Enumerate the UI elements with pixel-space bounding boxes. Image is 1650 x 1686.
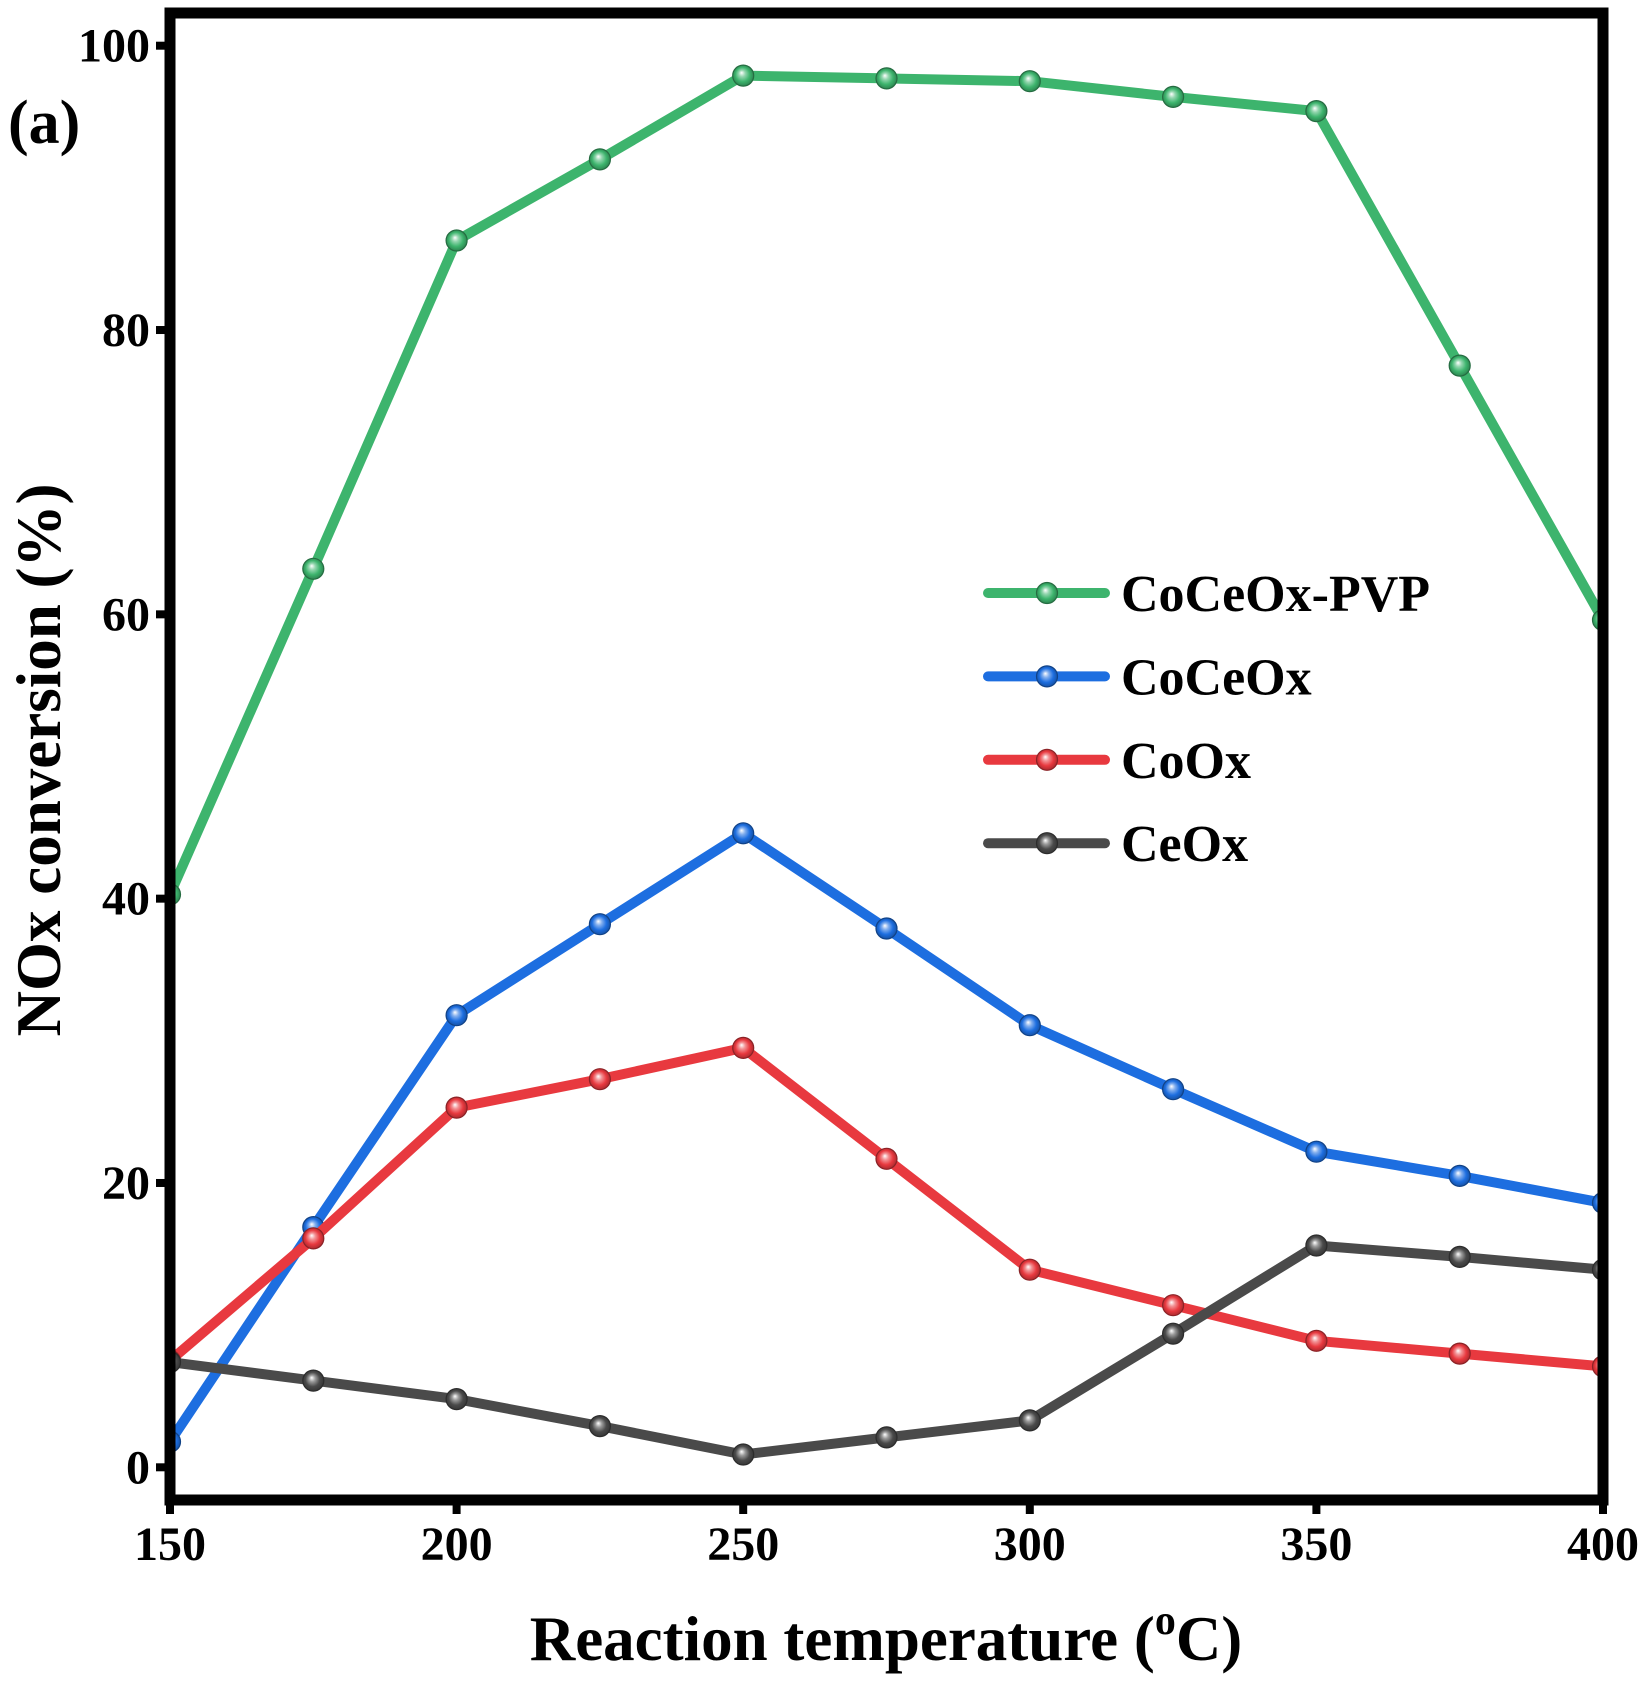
coceox-data-point xyxy=(445,1004,468,1027)
series-line-coox xyxy=(170,1042,1603,1372)
plot-area xyxy=(170,64,1603,1466)
ceox-data-point xyxy=(445,1387,468,1411)
legend-label-coox: CoOx xyxy=(1121,733,1251,790)
legend-marker-coceox-pvp xyxy=(1035,581,1059,605)
x-axis-title-main: Reaction temperature ( xyxy=(530,1604,1155,1674)
x-axis-title-unit: C) xyxy=(1176,1604,1242,1674)
legend-label-coceox: CoCeOx xyxy=(1121,649,1312,706)
y-tick-label: 20 xyxy=(102,1157,150,1210)
legend-marker-coceox xyxy=(1035,665,1059,688)
coceox-data-point xyxy=(1448,1164,1471,1188)
ceox-data-point xyxy=(302,1369,325,1392)
coox-data-point xyxy=(445,1096,468,1119)
coox-data-point xyxy=(732,1036,755,1060)
coceox-pvp-data-point xyxy=(1018,70,1041,93)
coceox-data-point xyxy=(1018,1014,1041,1037)
coceox-data-point xyxy=(1161,1078,1185,1101)
series-coceox xyxy=(170,822,1603,1453)
legend-item-coox: CoOx xyxy=(983,733,1251,790)
coceox-pvp-data-point xyxy=(875,67,898,90)
y-tick-label: 80 xyxy=(102,304,150,357)
ceox-data-point xyxy=(1161,1322,1185,1345)
coceox-pvp-data-point xyxy=(1161,85,1185,109)
x-axis-title-degree-superscript: o xyxy=(1155,1598,1176,1644)
y-tick-label: 100 xyxy=(78,20,150,73)
coceox-data-point xyxy=(875,917,898,940)
y-tick-label: 0 xyxy=(126,1441,150,1494)
coox-data-point xyxy=(1018,1258,1041,1281)
y-tick-label: 40 xyxy=(102,873,150,926)
coox-data-point xyxy=(588,1068,612,1091)
coox-data-point xyxy=(875,1147,898,1170)
ceox-data-point xyxy=(1305,1234,1328,1257)
ceox-data-point xyxy=(588,1414,612,1438)
coox-data-point xyxy=(1305,1329,1328,1352)
series-coceox-pvp xyxy=(170,64,1603,906)
x-tick-label: 200 xyxy=(421,1518,493,1571)
x-tick-label: 150 xyxy=(134,1518,206,1571)
y-axis-title: NOx conversion (%) xyxy=(4,484,74,1037)
legend-item-ceox: CeOx xyxy=(983,816,1248,873)
panel-label: (a) xyxy=(8,89,80,157)
coceox-data-point xyxy=(1305,1140,1328,1163)
legend-marker-coox xyxy=(1035,748,1059,771)
coox-data-point xyxy=(1161,1294,1185,1317)
series-line-coceox-pvp xyxy=(170,70,1603,900)
coceox-pvp-data-point xyxy=(1448,354,1471,377)
coceox-pvp-data-point xyxy=(445,229,468,252)
x-tick-label: 400 xyxy=(1567,1518,1639,1571)
x-axis-title: Reaction temperature (oC) xyxy=(530,1598,1243,1674)
legend-label-coceox-pvp: CoCeOx-PVP xyxy=(1121,566,1430,623)
legend-marker-ceox xyxy=(1035,832,1059,855)
ceox-data-point xyxy=(1448,1245,1471,1269)
x-tick-label: 350 xyxy=(1280,1518,1352,1571)
x-tick-label: 300 xyxy=(994,1518,1066,1571)
x-tick-label: 250 xyxy=(707,1518,779,1571)
ceox-data-point xyxy=(1018,1409,1041,1432)
legend-item-coceox: CoCeOx xyxy=(983,649,1312,706)
coox-data-point xyxy=(1448,1342,1471,1365)
coceox-pvp-data-point xyxy=(732,64,755,87)
legend-label-ceox: CeOx xyxy=(1121,816,1248,873)
coox-data-point xyxy=(302,1227,325,1250)
y-tick-label: 60 xyxy=(102,588,150,641)
coceox-data-point xyxy=(588,913,612,936)
coceox-data-point xyxy=(732,822,755,845)
legend: CoCeOx-PVP CoCeOx CoOx CeOx xyxy=(983,566,1430,873)
axis-ticks: 150 200 250 300 350 400 0 20 40 60 80 100 xyxy=(78,20,1639,1571)
plot-frame xyxy=(164,7,1609,1506)
coceox-pvp-data-point xyxy=(302,557,325,580)
legend-item-coceox-pvp: CoCeOx-PVP xyxy=(983,566,1430,623)
ceox-data-point xyxy=(875,1426,898,1449)
series-coox xyxy=(170,1036,1603,1378)
ceox-data-point xyxy=(732,1443,755,1466)
coceox-pvp-data-point xyxy=(588,148,612,171)
coceox-pvp-data-point xyxy=(1305,99,1328,123)
